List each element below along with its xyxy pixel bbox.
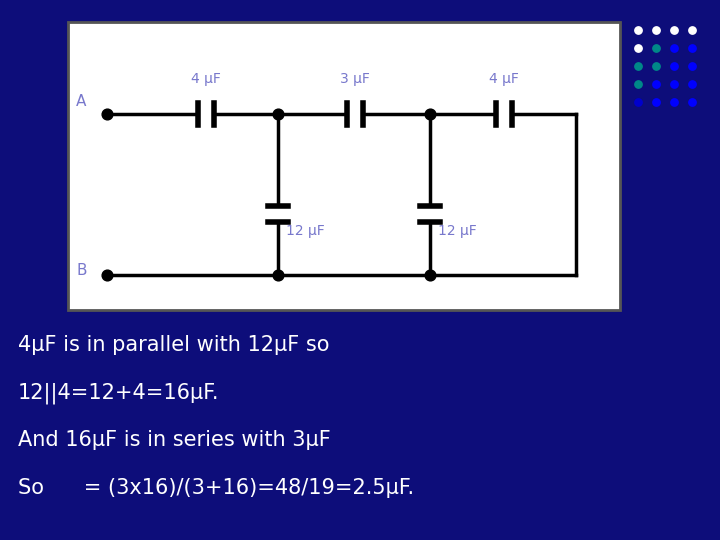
- Point: [686, 98, 698, 106]
- Point: [668, 62, 680, 70]
- Text: 12 μF: 12 μF: [438, 224, 477, 238]
- Point: [632, 80, 644, 89]
- Text: And 16μF is in series with 3μF: And 16μF is in series with 3μF: [18, 430, 330, 450]
- Point: [632, 98, 644, 106]
- Bar: [68, 22, 620, 310]
- Point: [272, 110, 284, 118]
- Text: 4 μF: 4 μF: [191, 72, 221, 86]
- Point: [101, 271, 112, 280]
- Text: 4μF is in parallel with 12μF so: 4μF is in parallel with 12μF so: [18, 335, 330, 355]
- Text: 12||4=12+4=16μF.: 12||4=12+4=16μF.: [18, 382, 220, 403]
- Point: [686, 44, 698, 52]
- Text: 4 μF: 4 μF: [489, 72, 519, 86]
- Point: [632, 62, 644, 70]
- Point: [650, 26, 662, 35]
- Point: [650, 80, 662, 89]
- Point: [424, 271, 436, 280]
- Point: [668, 98, 680, 106]
- Point: [686, 80, 698, 89]
- Text: B: B: [76, 264, 86, 279]
- Point: [668, 44, 680, 52]
- Text: 3 μF: 3 μF: [340, 72, 370, 86]
- Point: [632, 26, 644, 35]
- Point: [650, 62, 662, 70]
- Point: [650, 98, 662, 106]
- Point: [632, 44, 644, 52]
- Point: [686, 62, 698, 70]
- Point: [668, 80, 680, 89]
- Text: A: A: [76, 94, 86, 109]
- Text: So      = (3x16)/(3+16)=48/19=2.5μF.: So = (3x16)/(3+16)=48/19=2.5μF.: [18, 478, 414, 498]
- Point: [668, 26, 680, 35]
- Point: [272, 271, 284, 280]
- Point: [650, 44, 662, 52]
- Point: [424, 110, 436, 118]
- Text: 12 μF: 12 μF: [286, 224, 325, 238]
- Point: [686, 26, 698, 35]
- Point: [101, 110, 112, 118]
